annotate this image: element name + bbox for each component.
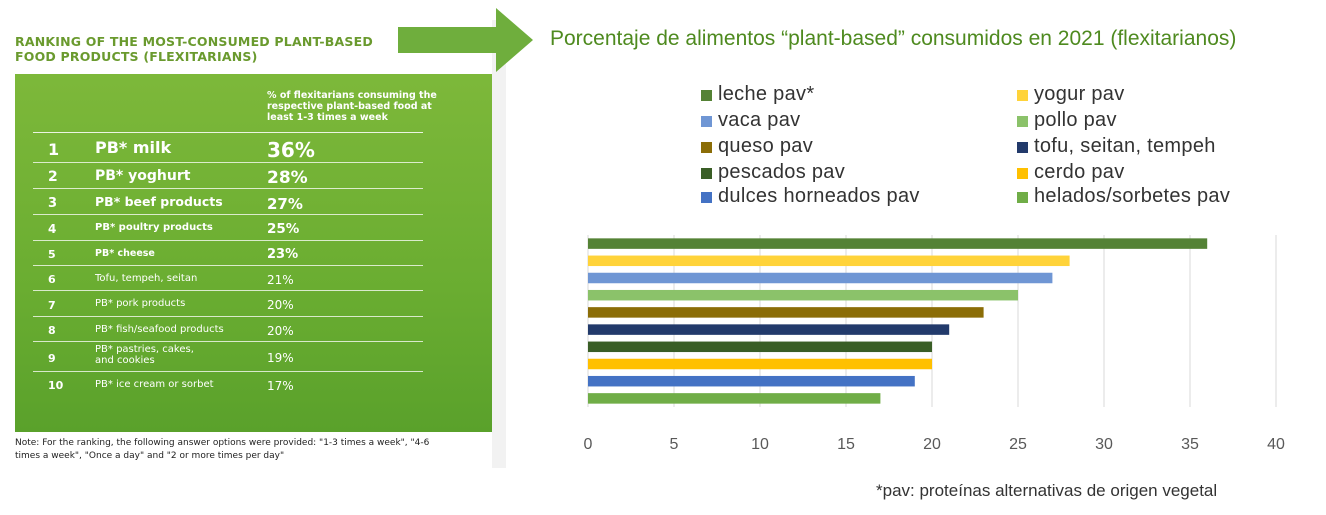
ranking-row: 10 PB* ice cream or sorbet 17% xyxy=(33,371,423,397)
ranking-product-name: PB* pastries, cakes, and cookies xyxy=(95,344,194,366)
bar-2 xyxy=(588,255,1070,267)
x-tick-label: 0 xyxy=(584,436,593,453)
bar-7 xyxy=(588,341,932,353)
ranking-value: 28% xyxy=(267,167,308,188)
x-tick-label: 40 xyxy=(1267,436,1285,453)
legend-swatch xyxy=(701,168,712,179)
ranking-row: 5 PB* cheese 23% xyxy=(33,240,423,266)
ranking-value: 36% xyxy=(267,138,315,162)
ranking-row: 4 PB* poultry products 25% xyxy=(33,214,423,241)
chart-title: Porcentaje de alimentos “plant-based” co… xyxy=(550,27,1237,50)
legend-label: pescados pav xyxy=(718,161,846,183)
right-arrow-icon xyxy=(398,8,533,72)
ranking-value: 17% xyxy=(267,378,294,393)
ranking-row: 6 Tofu, tempeh, seitan 21% xyxy=(33,265,423,291)
ranking-rank: 5 xyxy=(48,248,56,261)
ranking-product-name: Tofu, tempeh, seitan xyxy=(95,272,198,284)
x-tick-label: 25 xyxy=(1009,436,1027,453)
legend-swatch xyxy=(1017,168,1028,179)
ranking-rank: 1 xyxy=(48,140,60,159)
ranking-value: 21% xyxy=(267,272,294,287)
ranking-title: RANKING OF THE MOST-CONSUMED PLANT-BASED… xyxy=(15,34,373,64)
legend-label: helados/sorbetes pav xyxy=(1034,185,1231,207)
ranking-value: 27% xyxy=(267,194,303,213)
ranking-row: 2 PB* yoghurt 28% xyxy=(33,162,423,189)
ranking-row: 8 PB* fish/seafood products 20% xyxy=(33,316,423,342)
ranking-row: 1 PB* milk 36% xyxy=(33,132,423,163)
ranking-row: 7 PB* pork products 20% xyxy=(33,290,423,317)
legend-swatch xyxy=(1017,90,1028,101)
ranking-value: 23% xyxy=(267,247,299,262)
legend-swatch xyxy=(1017,116,1028,127)
chart-footnote: *pav: proteínas alternativas de origen v… xyxy=(876,481,1218,500)
bar-9 xyxy=(588,375,915,387)
legend-label: queso pav xyxy=(718,135,813,157)
bar-1 xyxy=(588,238,1208,249)
ranking-product-name: PB* ice cream or sorbet xyxy=(95,378,214,390)
ranking-note: Note: For the ranking, the following ans… xyxy=(15,438,430,461)
x-tick-label: 15 xyxy=(837,436,855,453)
ranking-panel xyxy=(15,74,492,432)
ranking-rank: 2 xyxy=(48,169,58,185)
legend-label: cerdo pav xyxy=(1034,161,1125,183)
legend-label: tofu, seitan, tempeh xyxy=(1034,135,1216,157)
ranking-rank: 8 xyxy=(48,324,56,337)
x-tick-label: 10 xyxy=(751,436,769,453)
ranking-product-name: PB* yoghurt xyxy=(95,168,191,184)
ranking-value: 19% xyxy=(267,351,294,365)
legend-swatch xyxy=(701,90,712,101)
ranking-value: 20% xyxy=(267,298,294,312)
x-tick-label: 5 xyxy=(670,436,679,453)
ranking-row: 3 PB* beef products 27% xyxy=(33,188,423,215)
ranking-product-name: PB* beef products xyxy=(95,193,223,209)
x-tick-label: 35 xyxy=(1181,436,1199,453)
legend-swatch xyxy=(1017,142,1028,153)
panel-divider xyxy=(492,20,506,468)
bar-chart: 0 5 10 15 20 25 30 35 40 xyxy=(584,235,1285,453)
ranking-product-name: PB* pork products xyxy=(95,298,186,309)
ranking-product-name: PB* poultry products xyxy=(95,222,213,233)
legend-swatch xyxy=(701,142,712,153)
ranking-product-name: PB* milk xyxy=(95,138,172,157)
ranking-rank: 10 xyxy=(48,379,64,392)
ranking-rank: 4 xyxy=(48,222,57,236)
bar-8 xyxy=(588,358,932,370)
bar-5 xyxy=(588,307,984,318)
ranking-rank: 6 xyxy=(48,273,56,286)
x-tick-label: 20 xyxy=(923,436,941,453)
bar-6 xyxy=(588,324,950,335)
x-tick-label: 30 xyxy=(1095,436,1113,453)
legend-swatch xyxy=(1017,192,1028,203)
bar-4 xyxy=(588,289,1018,301)
legend-swatch xyxy=(701,192,712,203)
ranking-rank: 3 xyxy=(48,195,58,211)
legend-label: leche pav* xyxy=(718,83,815,105)
bar-10 xyxy=(588,393,881,404)
legend-label: vaca pav xyxy=(718,109,801,131)
legend-label: yogur pav xyxy=(1034,83,1125,105)
ranking-product-name: PB* fish/seafood products xyxy=(95,323,224,335)
legend-swatch xyxy=(701,116,712,127)
ranking-column-header: % of flexitarians consuming the respecti… xyxy=(267,90,437,123)
ranking-value: 20% xyxy=(267,323,294,338)
ranking-value: 25% xyxy=(267,221,300,238)
bar-3 xyxy=(588,272,1053,284)
ranking-product-name: PB* cheese xyxy=(95,247,155,259)
ranking-rank: 7 xyxy=(48,298,56,312)
legend-label: pollo pav xyxy=(1034,109,1117,131)
ranking-rank: 9 xyxy=(48,351,56,365)
legend-label: dulces horneados pav xyxy=(718,185,920,207)
ranking-row: 9 PB* pastries, cakes, and cookies 19% xyxy=(33,341,423,372)
